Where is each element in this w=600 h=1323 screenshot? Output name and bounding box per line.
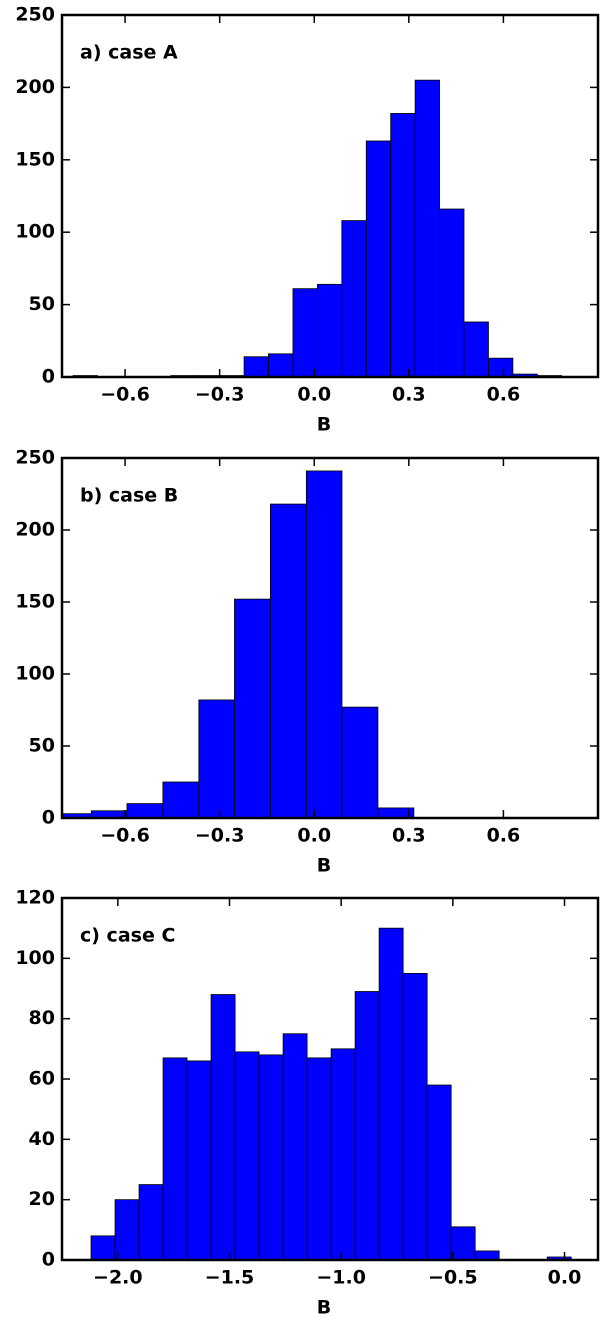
- bar: [378, 927, 404, 1260]
- y-tick-label: 150: [15, 591, 55, 613]
- bar: [439, 208, 465, 377]
- x-tick-label: 0.6: [487, 384, 521, 406]
- panel: −2.0 −1.5 −1.0 −0.5 0.0 0 20 40 60 80 100 120 Bc) ca…: [15, 887, 600, 1319]
- bar: [341, 220, 367, 377]
- bar: [138, 1184, 164, 1260]
- plot-area: [62, 470, 415, 818]
- bar: [365, 140, 392, 377]
- bar: [234, 1051, 260, 1260]
- x-tick-label: −1.0: [316, 1267, 366, 1289]
- y-tick-label: 100: [15, 663, 55, 685]
- x-tick-label: −0.6: [100, 384, 150, 406]
- y-tick-label: 80: [29, 1007, 55, 1029]
- y-tick-label: 60: [29, 1068, 55, 1090]
- y-tick-label: 200: [15, 519, 55, 541]
- bar: [258, 1054, 284, 1260]
- bar: [306, 1057, 332, 1260]
- y-tick-label: 100: [15, 947, 55, 969]
- y-tick-label: 50: [29, 735, 55, 757]
- x-tick-label: −0.6: [100, 825, 150, 847]
- y-tick-label: 40: [29, 1128, 55, 1150]
- bar: [243, 356, 269, 377]
- y-tick-label: 0: [42, 807, 55, 829]
- x-tick-label: −2.0: [93, 1267, 143, 1289]
- panel: −0.6 −0.3 0.0 0.3 0.6 0 50 100 150 200 250 Ba) case…: [15, 4, 600, 436]
- y-tick-label: 120: [15, 887, 55, 909]
- x-tick-label: 0.0: [297, 384, 331, 406]
- plot-area: [90, 927, 572, 1260]
- x-tick-label: 0.6: [487, 825, 521, 847]
- y-tick-label: 20: [29, 1188, 55, 1210]
- bar: [450, 1226, 476, 1260]
- bar: [426, 1084, 452, 1260]
- bar: [270, 503, 307, 818]
- panel-annotation: c) case C: [80, 925, 175, 947]
- bar: [126, 803, 164, 818]
- bar: [402, 973, 428, 1260]
- axes-frame: [60, 13, 600, 379]
- bar: [474, 1250, 500, 1260]
- bar: [414, 79, 440, 377]
- x-tick-label: −0.3: [195, 825, 245, 847]
- bar: [316, 283, 343, 377]
- y-tick-label: 200: [15, 76, 55, 98]
- x-tick-label: 0.0: [297, 825, 331, 847]
- x-tick-label: 0.3: [392, 825, 426, 847]
- bar: [390, 113, 416, 377]
- bar: [341, 706, 379, 818]
- bar: [210, 994, 236, 1260]
- bar: [162, 781, 200, 818]
- bar: [488, 357, 514, 377]
- bar: [198, 699, 235, 818]
- panel-annotation: a) case A: [80, 42, 178, 64]
- bar: [305, 470, 343, 818]
- y-tick-label: 50: [29, 293, 55, 315]
- bar: [463, 321, 489, 377]
- x-tick-label: −1.5: [205, 1267, 255, 1289]
- plot-area: [72, 79, 563, 377]
- bar: [234, 598, 271, 818]
- x-axis-label: B: [317, 1297, 331, 1319]
- bar: [186, 1060, 212, 1260]
- panel: −0.6 −0.3 0.0 0.3 0.6 0 50 100 150 200 250 Bb) case…: [15, 447, 600, 877]
- bar: [162, 1057, 188, 1260]
- y-tick-label: 250: [15, 447, 55, 469]
- axes-frame: [60, 456, 600, 820]
- x-axis-label: B: [317, 855, 331, 877]
- y-tick-label: 0: [42, 1249, 55, 1271]
- x-tick-label: 0.3: [392, 384, 426, 406]
- bar: [282, 1033, 308, 1260]
- bar: [330, 1048, 356, 1260]
- y-tick-label: 0: [42, 366, 55, 388]
- bar: [90, 1235, 116, 1260]
- x-axis-label: B: [317, 414, 331, 436]
- y-tick-label: 100: [15, 221, 55, 243]
- y-tick-label: 250: [15, 4, 55, 26]
- bar: [268, 353, 294, 377]
- bar: [354, 991, 380, 1260]
- panel-annotation: b) case B: [80, 485, 178, 507]
- x-tick-label: −0.5: [428, 1267, 478, 1289]
- bar: [292, 288, 318, 377]
- y-tick-label: 150: [15, 148, 55, 170]
- x-tick-label: −0.3: [195, 384, 245, 406]
- bar: [114, 1199, 140, 1260]
- x-tick-label: 0.0: [548, 1267, 582, 1289]
